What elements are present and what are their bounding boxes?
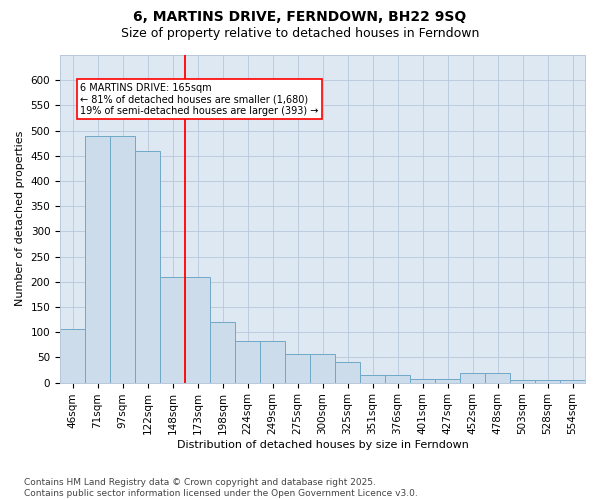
Bar xyxy=(85,136,110,382)
Text: 6 MARTINS DRIVE: 165sqm
← 81% of detached houses are smaller (1,680)
19% of semi: 6 MARTINS DRIVE: 165sqm ← 81% of detache… xyxy=(80,82,319,116)
Bar xyxy=(110,136,135,382)
Bar xyxy=(410,378,435,382)
Text: 6, MARTINS DRIVE, FERNDOWN, BH22 9SQ: 6, MARTINS DRIVE, FERNDOWN, BH22 9SQ xyxy=(133,10,467,24)
Bar xyxy=(235,341,260,382)
Bar xyxy=(560,380,585,382)
Y-axis label: Number of detached properties: Number of detached properties xyxy=(15,131,25,306)
X-axis label: Distribution of detached houses by size in Ferndown: Distribution of detached houses by size … xyxy=(176,440,469,450)
Bar xyxy=(510,380,535,382)
Bar xyxy=(310,354,335,382)
Bar xyxy=(135,151,160,382)
Bar xyxy=(60,328,85,382)
Bar xyxy=(485,372,510,382)
Bar xyxy=(360,375,385,382)
Bar xyxy=(460,372,485,382)
Bar xyxy=(435,378,460,382)
Bar xyxy=(385,375,410,382)
Bar xyxy=(260,341,285,382)
Bar xyxy=(210,322,235,382)
Text: Size of property relative to detached houses in Ferndown: Size of property relative to detached ho… xyxy=(121,28,479,40)
Bar xyxy=(335,362,360,382)
Bar xyxy=(285,354,310,382)
Bar xyxy=(160,277,185,382)
Bar xyxy=(185,277,210,382)
Text: Contains HM Land Registry data © Crown copyright and database right 2025.
Contai: Contains HM Land Registry data © Crown c… xyxy=(24,478,418,498)
Bar xyxy=(535,380,560,382)
